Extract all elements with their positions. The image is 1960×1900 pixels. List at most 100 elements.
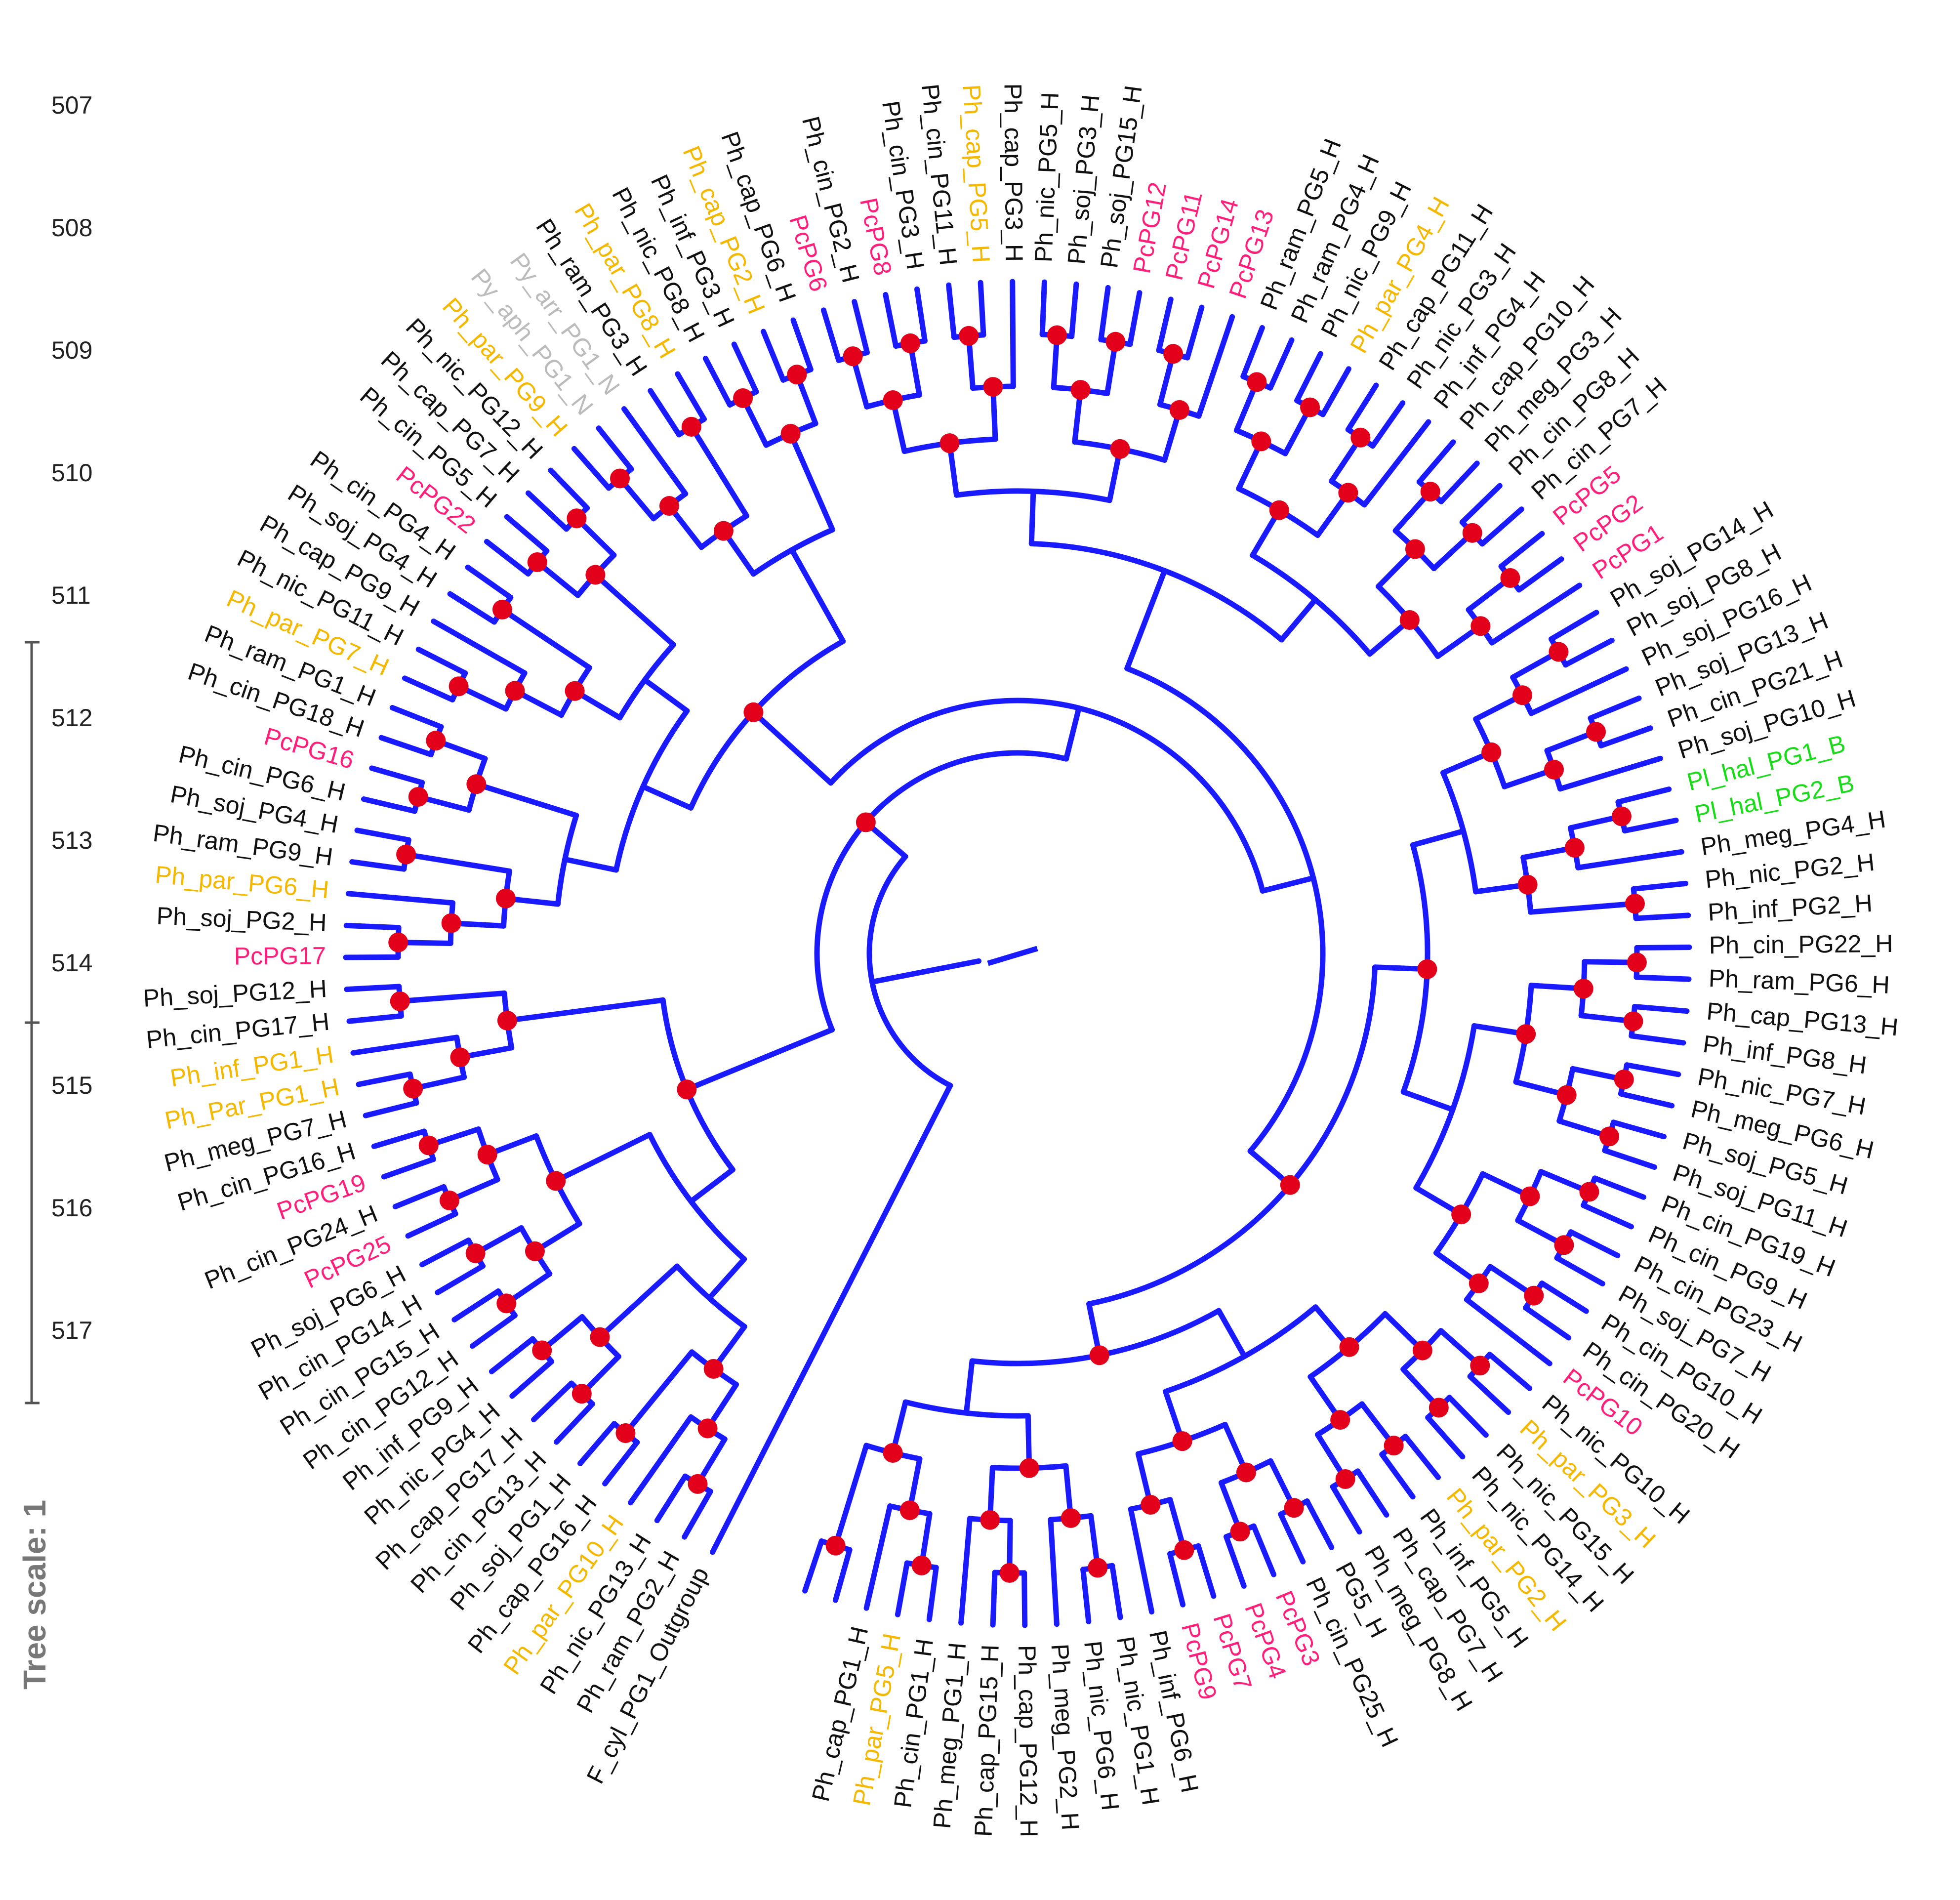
branch-segment bbox=[525, 490, 570, 532]
branch-segment bbox=[790, 317, 814, 372]
branch-segment bbox=[958, 1516, 973, 1626]
branch-segment bbox=[1602, 1148, 1657, 1170]
bootstrap-node-dot bbox=[1470, 616, 1491, 636]
branch-arc bbox=[1163, 1304, 1318, 1395]
scale-tick: 513 bbox=[51, 826, 92, 854]
leaf-label: Ph_cin_PG22_H bbox=[1709, 930, 1893, 959]
bootstrap-node-dot bbox=[780, 423, 801, 444]
bootstrap-node-dot bbox=[477, 1145, 497, 1165]
branch-segment bbox=[946, 282, 957, 340]
tree-scale-title: Tree scale: 1 bbox=[17, 1500, 52, 1690]
bootstrap-node-dot bbox=[1169, 400, 1189, 420]
bootstrap-node-dot bbox=[1236, 1462, 1256, 1483]
branch-segment bbox=[531, 1380, 574, 1423]
branch-arc bbox=[953, 488, 1112, 503]
branch-segment bbox=[346, 1013, 404, 1024]
branch-arc bbox=[750, 527, 835, 577]
bootstrap-node-dot bbox=[567, 508, 587, 529]
bootstrap-node-dot bbox=[1412, 1340, 1432, 1361]
bootstrap-node-dot bbox=[1512, 685, 1533, 705]
branch-segment bbox=[675, 371, 707, 422]
branch-segment bbox=[832, 1547, 853, 1603]
scale-tick: 507 bbox=[51, 91, 92, 119]
branch-segment bbox=[1098, 285, 1111, 342]
branch-segment bbox=[1581, 1202, 1634, 1230]
branch-segment bbox=[504, 514, 550, 554]
branch-segment bbox=[1048, 1517, 1060, 1627]
branch-segment bbox=[1294, 351, 1323, 404]
bootstrap-node-dot bbox=[1625, 894, 1645, 914]
scale-tick: 511 bbox=[51, 581, 91, 609]
bootstrap-node-dot bbox=[450, 1047, 470, 1068]
branch-segment bbox=[1425, 1414, 1466, 1460]
bootstrap-node-dot bbox=[403, 1078, 423, 1099]
tree-nodes bbox=[388, 325, 1647, 1583]
branch-segment bbox=[1410, 828, 1467, 848]
branch-segment bbox=[1498, 531, 1545, 569]
branch-segment bbox=[1251, 1523, 1277, 1577]
branch-segment bbox=[1109, 1563, 1123, 1620]
branch-segment bbox=[1128, 1506, 1155, 1615]
branch-segment bbox=[1479, 506, 1524, 547]
branch-segment bbox=[789, 547, 846, 644]
branch-segment bbox=[484, 538, 531, 577]
branch-segment bbox=[914, 286, 928, 344]
bootstrap-node-dot bbox=[980, 1510, 1000, 1530]
leaf-label: Ph_cap_PG5_H bbox=[958, 84, 995, 264]
branch-segment bbox=[1549, 610, 1599, 642]
bootstrap-node-dot bbox=[1544, 759, 1564, 780]
leaf-label: Ph_ram_PG6_H bbox=[1708, 964, 1890, 999]
branch-segment bbox=[596, 425, 634, 472]
scale-tick: 510 bbox=[51, 459, 92, 487]
bootstrap-node-dot bbox=[1586, 722, 1606, 742]
bootstrap-node-dot bbox=[1564, 837, 1585, 858]
branch-segment bbox=[1459, 483, 1503, 525]
branch-segment bbox=[648, 388, 682, 438]
branch-segment bbox=[1528, 666, 1629, 716]
branch-segment bbox=[577, 1421, 617, 1466]
bootstrap-node-dot bbox=[939, 433, 960, 454]
branch-segment bbox=[465, 564, 514, 600]
bootstrap-node-dot bbox=[1088, 1558, 1108, 1578]
bootstrap-node-dot bbox=[1089, 1345, 1109, 1365]
branch-segment bbox=[1624, 1062, 1681, 1077]
bootstrap-node-dot bbox=[546, 1171, 566, 1191]
branch-segment bbox=[1528, 901, 1638, 915]
branch-segment bbox=[369, 765, 425, 785]
bootstrap-node-dot bbox=[1019, 1458, 1039, 1478]
leaf-label: Ph_nic_PG5_H bbox=[1029, 91, 1064, 263]
branch-segment bbox=[1195, 1543, 1217, 1599]
leaf-label: Ph_soj_PG12_H bbox=[142, 975, 327, 1012]
bootstrap-node-dot bbox=[703, 1359, 724, 1379]
leaf-label: Ph_cap_PG3_H bbox=[999, 83, 1028, 262]
bootstrap-node-dot bbox=[590, 1327, 610, 1347]
branch-segment bbox=[1611, 1119, 1667, 1140]
branch-segment bbox=[378, 735, 434, 757]
branch-segment bbox=[1355, 1468, 1389, 1518]
branch-segment bbox=[363, 1100, 419, 1118]
branch-segment bbox=[435, 1263, 486, 1295]
bootstrap-node-dot bbox=[1070, 380, 1091, 400]
branch-segment bbox=[702, 356, 733, 408]
root-branch bbox=[987, 946, 1038, 966]
bootstrap-node-dot bbox=[911, 1555, 932, 1575]
branch-segment bbox=[1618, 1091, 1675, 1109]
bootstrap-node-dot bbox=[1420, 482, 1440, 502]
branch-arc bbox=[613, 708, 690, 873]
branch-segment bbox=[1563, 637, 1615, 668]
bootstrap-node-dot bbox=[615, 1423, 636, 1443]
branch-segment bbox=[963, 1358, 975, 1416]
branch-segment bbox=[356, 1071, 413, 1087]
branch-arc bbox=[1440, 770, 1479, 895]
bootstrap-node-dot bbox=[1549, 642, 1569, 662]
branch-segment bbox=[1021, 1570, 1028, 1628]
branch-segment bbox=[1345, 382, 1379, 433]
bootstrap-node-dot bbox=[883, 390, 903, 411]
branch-segment bbox=[1523, 1305, 1572, 1341]
branch-segment bbox=[710, 1082, 953, 1555]
branch-segment bbox=[343, 922, 402, 931]
branch-segment bbox=[415, 647, 468, 676]
bootstrap-node-dot bbox=[1105, 331, 1126, 352]
branch-segment bbox=[978, 280, 986, 338]
branch-segment bbox=[863, 1503, 893, 1611]
